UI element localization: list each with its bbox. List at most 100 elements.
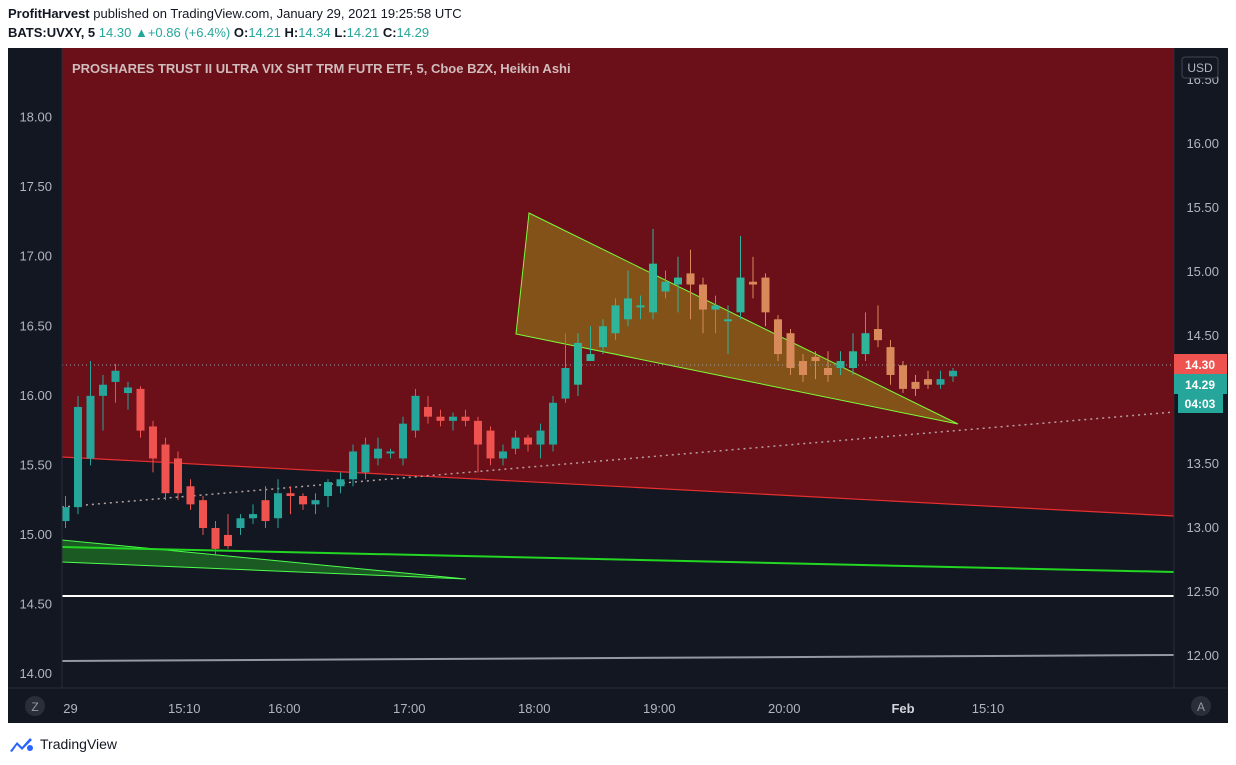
candle-body	[899, 365, 907, 389]
right-axis-tick-label: 15.50	[1186, 200, 1219, 215]
candle-body	[711, 305, 720, 310]
candle-body	[736, 277, 745, 313]
time-axis-tick-label: 20:00	[768, 701, 801, 716]
candle-body	[124, 387, 132, 394]
chart-canvas[interactable]: 18.00 17.50 17.00 16.50 16.00 15.50 15.00 14.50…	[8, 48, 1228, 723]
candle-body	[586, 354, 595, 362]
candle-body	[861, 333, 870, 355]
time-axis[interactable]: 29 15:10 16:00 17:00 18:00 19:00 20:00 Feb 15:10	[63, 701, 1004, 716]
right-axis-tick-label: 12.00	[1186, 648, 1219, 663]
time-axis-tick-label: 19:00	[643, 701, 676, 716]
a-button-label: A	[1197, 700, 1205, 714]
dotted-projection-line	[61, 411, 1175, 508]
left-axis-tick-label: 17.00	[19, 249, 52, 264]
candle-body	[599, 326, 607, 348]
close-label: C:	[382, 25, 397, 40]
right-axis-tick-label: 14.50	[1186, 328, 1219, 343]
candle-body	[199, 500, 207, 528]
candle-body	[461, 416, 470, 421]
time-axis-tick-label: 15:10	[168, 701, 201, 716]
candle-body	[361, 444, 370, 473]
candle-body	[724, 319, 732, 322]
footer-brand[interactable]: TradingView	[8, 735, 117, 753]
candle-body	[299, 496, 307, 505]
candle-body	[99, 384, 107, 396]
left-axis-tick-label: 18.00	[19, 110, 52, 125]
candle-body	[661, 281, 670, 292]
candle-body	[336, 479, 345, 487]
high-value: 14.34	[298, 25, 331, 40]
candle-body	[224, 534, 232, 547]
left-axis[interactable]: 18.00 17.50 17.00 16.50 16.00 15.50 15.00 14.50…	[19, 110, 52, 682]
time-axis-tick-label: 18:00	[518, 701, 551, 716]
auto-scale-z-button[interactable]	[25, 696, 45, 716]
countdown-tag	[1178, 394, 1223, 413]
candle-body	[161, 444, 170, 494]
candle-body	[61, 507, 70, 522]
candle-body	[811, 356, 820, 362]
right-axis-tick-label: 16.00	[1186, 136, 1219, 151]
last-price-tag-text: 14.30	[1185, 358, 1215, 372]
candle-body	[786, 333, 795, 368]
candle-body	[436, 416, 445, 421]
brand-name: TradingView	[40, 736, 118, 752]
chart-panel[interactable]: 18.00 17.50 17.00 16.50 16.00 15.50 15.00 14.50…	[8, 48, 1228, 723]
candle-body	[774, 319, 782, 355]
candle-body	[399, 423, 407, 459]
red-trendline	[61, 456, 1175, 517]
candle-body	[236, 518, 245, 528]
candle-body	[936, 379, 945, 385]
close-price-tag-text: 14.29	[1185, 378, 1215, 392]
candle-body	[136, 388, 145, 431]
candle-body	[211, 528, 220, 549]
candle-body	[836, 361, 845, 368]
candle-body	[86, 395, 95, 459]
candle-body	[324, 482, 332, 496]
candle-body	[886, 347, 895, 375]
candle-body	[824, 368, 832, 375]
currency-label: USD	[1187, 61, 1213, 75]
candle-body	[249, 514, 257, 519]
author-name: ProfitHarvest	[8, 6, 90, 21]
candle-body	[424, 406, 432, 417]
candle-body	[311, 500, 320, 505]
left-axis-tick-label: 17.50	[19, 179, 52, 194]
gray-trendline	[61, 654, 1175, 662]
published-text: published on TradingView.com, January 29…	[93, 6, 462, 21]
currency-button[interactable]	[1181, 56, 1219, 79]
symbol-name: BATS:UVXY, 5	[8, 25, 96, 40]
right-axis-tick-label: 12.50	[1186, 584, 1219, 599]
candle-body	[524, 437, 532, 445]
countdown-tag-text: 04:03	[1185, 397, 1216, 411]
candle-body	[286, 493, 295, 496]
candle-body	[611, 305, 620, 334]
candle-body	[761, 277, 770, 313]
candle-body	[374, 448, 382, 459]
candle-body	[699, 284, 707, 310]
low-label: L:	[334, 25, 347, 40]
close-price-tag	[1174, 374, 1227, 394]
falling-wedge	[515, 212, 959, 425]
tradingview-logo-icon	[10, 738, 33, 752]
open-label: O:	[233, 25, 249, 40]
green-trendline	[61, 546, 1175, 573]
high-label: H:	[284, 25, 299, 40]
price-change: +0.86 (+6.4%)	[147, 25, 231, 40]
candle-body	[849, 351, 857, 368]
z-button-label: Z	[31, 700, 38, 714]
candle-body	[686, 273, 695, 285]
auto-scale-a-button[interactable]	[1191, 696, 1211, 716]
candle-body	[499, 451, 507, 459]
candle-body	[174, 458, 182, 494]
last-price-tag	[1174, 354, 1227, 374]
time-axis-tick-label: 17:00	[393, 701, 426, 716]
candle-body	[449, 416, 457, 421]
candle-body	[549, 402, 557, 445]
time-axis-tick-label: 29	[63, 701, 77, 716]
candle-body	[674, 277, 682, 285]
left-axis-tick-label: 14.50	[19, 597, 52, 612]
left-axis-tick-label: 16.00	[19, 388, 52, 403]
candle-body	[924, 379, 932, 385]
publication-line: ProfitHarvest published on TradingView.c…	[8, 6, 462, 21]
candle-body	[74, 406, 82, 508]
